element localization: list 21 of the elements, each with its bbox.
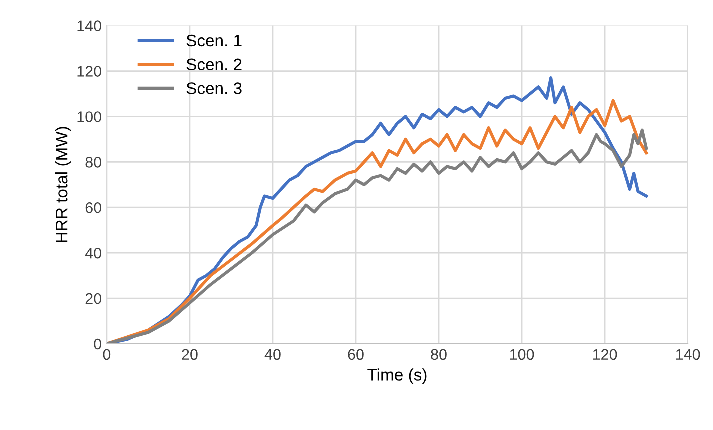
y-tick-label: 120 [78,66,102,77]
x-tick-label: 80 [431,349,447,360]
y-tick-label: 20 [86,293,102,304]
x-tick-label: 100 [510,349,534,360]
legend-label: Scen. 2 [186,58,242,71]
x-tick-label: 40 [264,349,281,360]
x-axis-title: Time (s) [368,368,427,384]
legend-label: Scen. 3 [186,82,242,94]
y-tick-label: 60 [86,202,102,214]
x-tick-label: 20 [182,349,198,360]
y-tick-label: 140 [78,20,102,32]
y-tick-label: 40 [85,248,102,259]
y-tick-label: 80 [86,157,102,168]
y-tick-label: 0 [94,338,102,350]
x-tick-label: 60 [348,349,364,360]
y-axis-title: HRR total (MW) [56,127,72,242]
legend-label: Scen. 1 [186,34,242,47]
x-tick-label: 0 [103,349,111,360]
y-tick-label: 100 [78,112,102,122]
x-tick-label: 120 [593,349,618,360]
x-tick-label: 140 [676,349,700,360]
